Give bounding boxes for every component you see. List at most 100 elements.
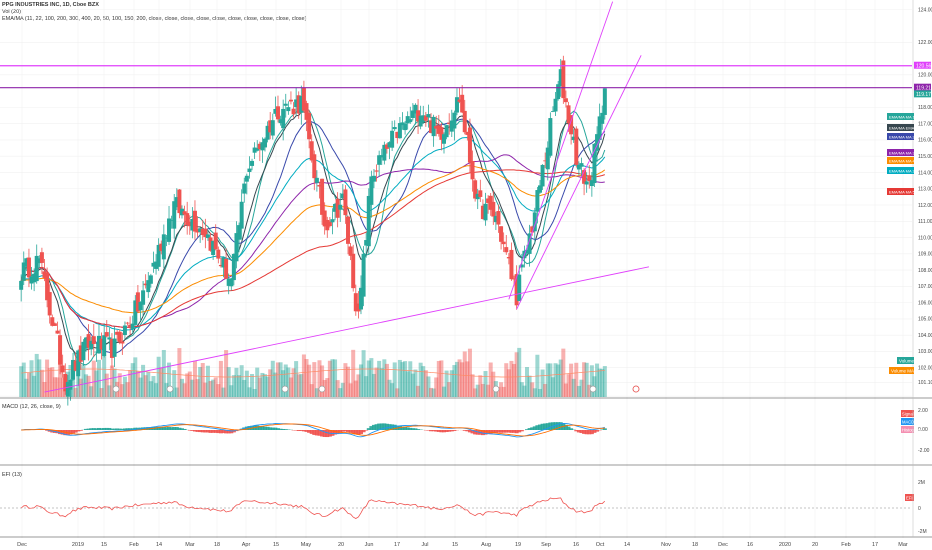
candle — [504, 235, 509, 255]
volume-bar — [325, 378, 330, 397]
candle-body — [104, 332, 109, 337]
candle-body — [587, 175, 592, 182]
candle — [330, 208, 335, 235]
macd-histogram-bar — [382, 423, 387, 430]
candle — [377, 150, 382, 177]
candle-body — [112, 338, 117, 357]
candle-body — [55, 330, 60, 334]
macd-histogram-bar — [244, 426, 249, 430]
volume-bar — [457, 359, 462, 397]
volume-bar — [600, 368, 605, 397]
candle — [602, 88, 607, 120]
candle-body — [496, 211, 501, 225]
macd-histogram-bar — [517, 430, 522, 433]
macd-histogram-bar — [483, 430, 488, 435]
moving-average-line — [21, 165, 606, 314]
macd-histogram-bar — [353, 430, 358, 435]
candle — [226, 273, 231, 295]
candle-body — [208, 237, 213, 251]
candle-body — [179, 208, 184, 216]
candle-body — [384, 144, 389, 149]
macd-tick-label: -2.00 — [918, 448, 930, 454]
candle-body — [216, 249, 221, 259]
volume-bar — [257, 377, 262, 397]
macd-histogram-bar — [576, 430, 581, 433]
candle-body — [439, 127, 444, 140]
candle — [395, 131, 400, 144]
macd-histogram-bar — [60, 430, 65, 435]
candle — [509, 242, 514, 281]
macd-histogram-bar — [444, 430, 449, 432]
volume-bar — [122, 376, 127, 397]
candle-body — [574, 128, 579, 165]
candle-body — [135, 292, 140, 312]
macd-histogram-bar — [283, 429, 288, 430]
candle — [333, 202, 338, 221]
macd-histogram-bar — [496, 430, 501, 433]
volume-bar — [444, 370, 449, 397]
candle — [198, 227, 203, 243]
volume-bar — [288, 377, 293, 397]
candle — [257, 141, 262, 162]
candle — [195, 216, 200, 238]
volume-bar — [125, 382, 130, 397]
candle-body — [569, 115, 574, 135]
candle-body — [418, 115, 423, 127]
macd-histogram-bar — [509, 430, 514, 433]
volume-bar — [558, 359, 563, 397]
volume-bar — [397, 359, 402, 397]
macd-histogram-bar — [78, 430, 83, 431]
candle — [548, 112, 553, 158]
volume-bar — [377, 360, 382, 397]
candle — [486, 195, 491, 214]
candle-body — [26, 257, 31, 278]
candle — [252, 142, 257, 159]
macd-histogram-bar — [595, 430, 600, 432]
time-tick-label: 14 — [156, 542, 162, 548]
macd-histogram-bar — [491, 430, 496, 434]
candle — [275, 95, 280, 123]
candle-body — [582, 170, 587, 184]
candle-body — [89, 340, 94, 350]
macd-histogram-bar — [543, 423, 548, 430]
candle-body — [592, 143, 597, 184]
candle-body — [281, 108, 286, 129]
candle-body — [442, 134, 446, 144]
macd-histogram-bar — [473, 430, 478, 435]
time-tick-label: May — [301, 542, 312, 548]
candle — [135, 284, 140, 314]
volume-bar — [501, 386, 506, 397]
volume-bar — [338, 388, 343, 397]
candle-body — [268, 120, 273, 133]
macd-histogram-bar — [392, 424, 397, 430]
candle — [390, 120, 395, 152]
volume-bar — [566, 374, 571, 397]
candle — [237, 222, 242, 253]
candle-body — [159, 243, 164, 252]
candle-body — [283, 103, 288, 106]
price-level-badge-text: 119.17 — [916, 92, 931, 98]
volume-bar — [281, 370, 286, 397]
candle — [190, 207, 195, 239]
volume-bar — [556, 364, 561, 397]
macd-histogram-bar — [514, 430, 519, 434]
volume-bar — [351, 349, 356, 397]
volume-bar — [84, 374, 89, 397]
volume-bar — [462, 351, 467, 397]
macd-histogram-bar — [205, 430, 210, 433]
macd-histogram-bar — [512, 430, 517, 433]
price-tick-label: 101.10 — [918, 380, 932, 386]
volume-bar — [174, 387, 179, 397]
volume-bar — [135, 371, 140, 397]
volume-bar — [340, 382, 345, 397]
candle-body — [579, 163, 584, 167]
candle — [600, 105, 605, 130]
candle-body — [537, 185, 542, 193]
candle-body — [172, 201, 177, 229]
candle-body — [473, 180, 478, 199]
candle — [270, 113, 275, 140]
efi-tick-label: -2M — [918, 529, 927, 535]
candle — [423, 111, 428, 127]
